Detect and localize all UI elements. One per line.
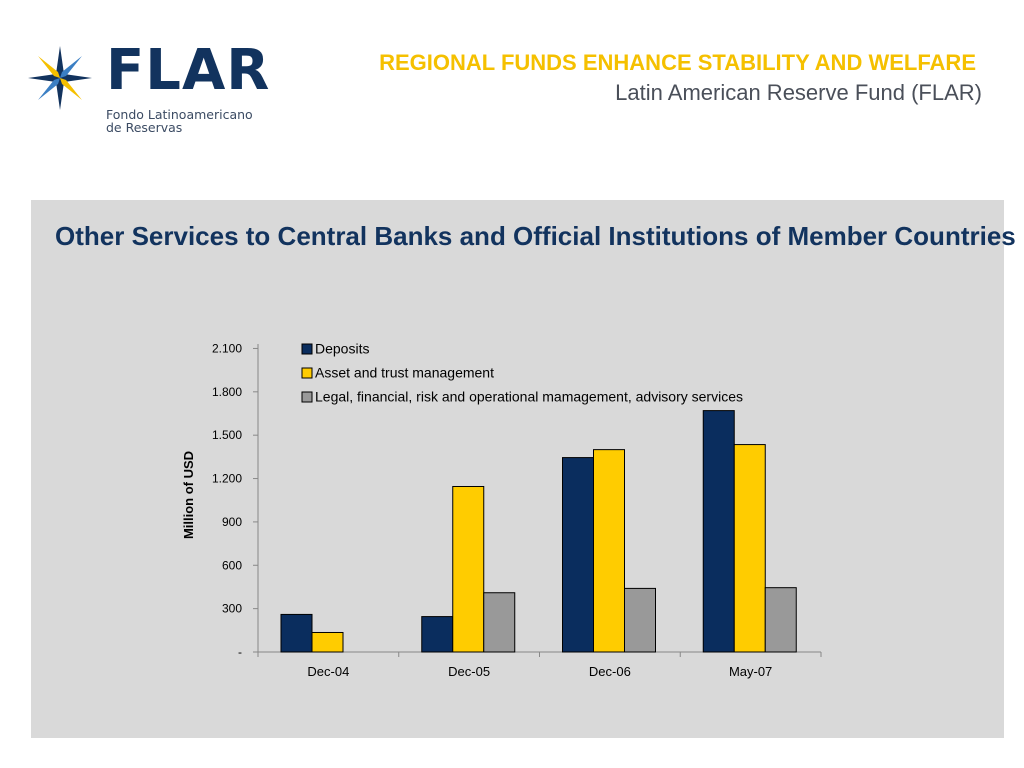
y-tick-label: - — [238, 645, 242, 659]
legend-swatch-3 — [301, 391, 313, 403]
bar-dec-04-series-1 — [280, 613, 313, 653]
legend-swatch-1 — [301, 343, 313, 355]
bar-dec-05-series-3 — [483, 592, 516, 653]
bar-dec-04-series-2 — [311, 631, 344, 653]
y-tick-label: 300 — [222, 602, 242, 616]
legend-swatch-2 — [301, 367, 313, 379]
y-tick-label: 2.100 — [212, 341, 242, 355]
x-tick-label: May-07 — [729, 664, 772, 679]
legend-label-3: Legal, financial, risk and operational m… — [315, 389, 743, 405]
y-tick-label: 1.500 — [212, 428, 242, 442]
y-tick-label: 1.200 — [212, 472, 242, 486]
x-tick-label: Dec-06 — [589, 664, 631, 679]
bar-may-07-series-2 — [733, 444, 766, 653]
logo-subtitle-line2: de Reservas — [106, 120, 183, 135]
y-tick-label: 1.800 — [212, 385, 242, 399]
content-panel: Other Services to Central Banks and Offi… — [31, 200, 1016, 738]
bar-dec-06-series-3 — [624, 587, 656, 653]
y-tick-label: 900 — [222, 515, 242, 529]
header-subtitle: Latin American Reserve Fund (FLAR) — [615, 80, 982, 105]
bar-chart: - 300 600 900 1.200 1.500 1.800 2.100 Million of… — [181, 341, 822, 679]
bar-dec-06-series-2 — [593, 449, 625, 653]
logo-subtitle-line1: Fondo Latinoamericano — [106, 107, 253, 122]
bar-dec-05-series-1 — [421, 616, 454, 653]
y-tick-label: 600 — [222, 558, 242, 572]
compass-star-icon — [28, 46, 92, 110]
panel-title: Other Services to Central Banks and Offi… — [55, 221, 1016, 251]
flar-logo: FLAR Fondo Latinoamericano de Reservas — [28, 38, 269, 144]
bar-may-07-series-1 — [702, 410, 735, 653]
logo-wordmark: FLAR — [106, 38, 271, 103]
x-tick-label: Dec-05 — [448, 664, 490, 679]
bar-may-07-series-3 — [764, 587, 797, 653]
y-axis-label: Million of USD — [181, 451, 196, 539]
header-title: REGIONAL FUNDS ENHANCE STABILITY AND WEL… — [379, 50, 976, 75]
legend-label-1: Deposits — [315, 341, 369, 357]
legend-label-2: Asset and trust management — [315, 365, 494, 381]
logo-subtitle: Fondo Latinoamericano de Reservas — [106, 108, 253, 134]
bar-dec-06-series-1 — [562, 457, 594, 653]
x-tick-label: Dec-04 — [307, 664, 349, 679]
bar-dec-05-series-2 — [452, 485, 485, 653]
